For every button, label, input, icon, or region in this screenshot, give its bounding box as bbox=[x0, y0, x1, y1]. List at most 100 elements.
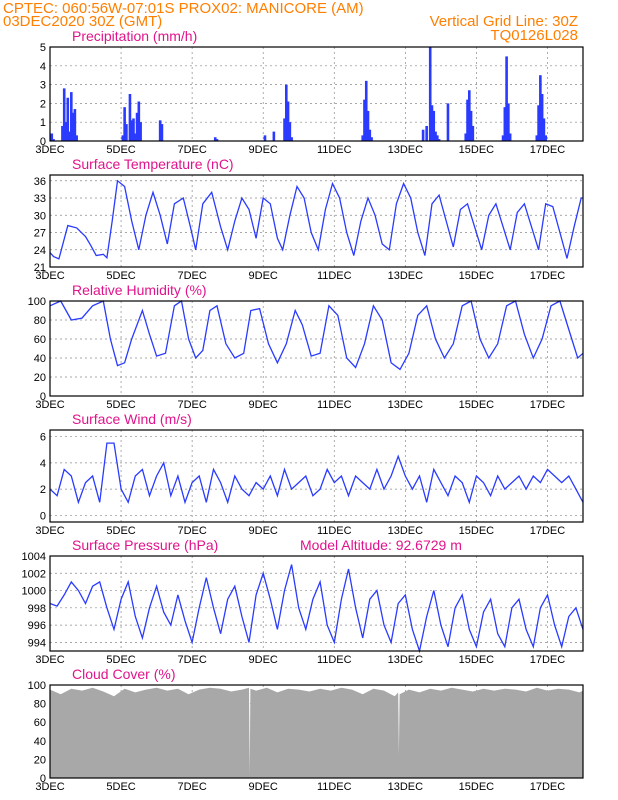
temp-xtick-label: 17DEC bbox=[530, 270, 566, 282]
precip-bar bbox=[70, 92, 73, 141]
wind-xtick-label: 17DEC bbox=[530, 525, 566, 537]
humidity-xtick-label: 15DEC bbox=[459, 399, 495, 411]
precip-bar bbox=[430, 105, 434, 141]
temp-xtick-label: 13DEC bbox=[388, 270, 424, 282]
wind-xtick-label: 13DEC bbox=[388, 525, 424, 537]
wind-title: Surface Wind (m/s) bbox=[72, 411, 192, 427]
precip-bar bbox=[436, 135, 439, 141]
pressure-xtick-label: 17DEC bbox=[530, 654, 566, 666]
precip-bar bbox=[539, 75, 542, 141]
cloud-xtick-label: 3DEC bbox=[35, 781, 64, 793]
wind-xtick-label: 15DEC bbox=[459, 525, 495, 537]
precip-xtick-label: 11DEC bbox=[317, 144, 352, 156]
precip-bar bbox=[61, 125, 64, 141]
temp-ytick-label: 21 bbox=[34, 262, 46, 274]
temp-xtick-label: 15DEC bbox=[459, 270, 495, 282]
precip-bar bbox=[62, 88, 66, 141]
temp-xtick-label: 5DEC bbox=[106, 270, 135, 282]
pressure-line bbox=[49, 564, 584, 654]
pressure-ytick-label: 1004 bbox=[22, 551, 46, 563]
precip-bar bbox=[213, 137, 217, 141]
precip-bar bbox=[471, 125, 475, 141]
precip-bar bbox=[363, 99, 366, 141]
header-date: 03DEC2020 30Z (GMT) bbox=[3, 13, 162, 30]
wind-line bbox=[49, 442, 584, 505]
humidity-ytick-label: 80 bbox=[34, 315, 46, 327]
precipitation-panel: 0 1 2 3 4 5 3DEC 5DEC 7DEC 9DEC 11DEC 13DEC 15DEC 17D… bbox=[35, 28, 584, 156]
humidity-xtick-label: 13DEC bbox=[388, 399, 424, 411]
cloud-xtick-label: 11DEC bbox=[317, 781, 352, 793]
cloud-xtick-label: 17DEC bbox=[530, 781, 566, 793]
precip-bar bbox=[283, 118, 286, 141]
precip-ytick-label: 4 bbox=[40, 61, 46, 73]
precip-bar bbox=[425, 125, 428, 141]
header-location: CPTEC: 060:56W-07:01S PROX02: MANICORE (… bbox=[3, 0, 364, 17]
humidity-frame bbox=[49, 300, 584, 397]
precip-bar bbox=[364, 80, 368, 141]
humidity-xtick-label: 5DEC bbox=[106, 399, 135, 411]
precip-bar bbox=[469, 110, 473, 141]
precip-title: Precipitation (mm/h) bbox=[72, 28, 197, 44]
precip-ytick-label: 0 bbox=[40, 136, 46, 148]
precip-xtick-label: 3DEC bbox=[35, 144, 64, 156]
precip-bar bbox=[215, 139, 219, 141]
precip-bar bbox=[540, 94, 544, 141]
pressure-subtitle: Model Altitude: 92.6729 m bbox=[300, 537, 462, 553]
humidity-ytick-label: 40 bbox=[34, 353, 46, 365]
pressure-xtick-label: 3DEC bbox=[35, 654, 64, 666]
precip-bar bbox=[508, 133, 512, 141]
temp-ytick-label: 33 bbox=[34, 193, 46, 205]
pressure-xtick-label: 7DEC bbox=[177, 654, 206, 666]
temp-xtick-label: 9DEC bbox=[249, 270, 278, 282]
precip-xtick-label: 7DEC bbox=[177, 144, 206, 156]
pressure-xtick-label: 5DEC bbox=[106, 654, 135, 666]
precip-bar bbox=[366, 110, 370, 141]
precip-ytick-label: 2 bbox=[40, 98, 46, 110]
precip-ytick-label: 5 bbox=[40, 42, 46, 54]
precip-bar bbox=[64, 122, 68, 141]
pressure-frame bbox=[49, 555, 584, 652]
precip-bar bbox=[137, 101, 141, 141]
precip-bar bbox=[290, 137, 293, 141]
precip-bar bbox=[432, 110, 436, 141]
temp-xtick-label: 11DEC bbox=[317, 270, 352, 282]
pressure-ytick-label: 1002 bbox=[22, 568, 46, 580]
precip-bar bbox=[135, 112, 139, 141]
precip-bar bbox=[121, 135, 125, 141]
precip-xtick-label: 5DEC bbox=[106, 144, 135, 156]
pressure-xtick-label: 9DEC bbox=[249, 654, 278, 666]
humidity-ytick-label: 60 bbox=[34, 334, 46, 346]
precip-bar bbox=[52, 139, 55, 141]
cloud-ytick-label: 20 bbox=[34, 754, 46, 766]
humidity-ytick-label: 100 bbox=[28, 296, 46, 308]
temp-ytick-label: 36 bbox=[34, 176, 46, 188]
precip-bar bbox=[535, 135, 539, 141]
humidity-xtick-label: 3DEC bbox=[35, 399, 64, 411]
precip-bar bbox=[544, 135, 547, 141]
pressure-ytick-label: 996 bbox=[28, 620, 46, 632]
precip-bar bbox=[446, 103, 450, 141]
precip-frame bbox=[49, 46, 584, 142]
temp-title: Surface Temperature (nC) bbox=[72, 156, 234, 172]
precip-bar bbox=[368, 129, 372, 141]
precip-bar bbox=[133, 133, 137, 141]
temp-xtick-label: 7DEC bbox=[177, 270, 206, 282]
cloud-title: Cloud Cover (%) bbox=[72, 666, 175, 682]
wind-xtick-label: 7DEC bbox=[177, 525, 206, 537]
pressure-ytick-label: 998 bbox=[28, 603, 46, 615]
cloud-xtick-label: 9DEC bbox=[249, 781, 278, 793]
cloud-ytick-label: 60 bbox=[34, 717, 46, 729]
temp-ytick-label: 30 bbox=[34, 210, 46, 222]
precip-bar bbox=[71, 112, 75, 141]
header-model-id: TQ0126L028 bbox=[490, 27, 578, 44]
humidity-panel: 0 20 40 60 80 100 3DEC 5DEC 7DEC 9DEC 11DEC 13DEC 15… bbox=[28, 282, 584, 411]
precip-bar bbox=[501, 135, 505, 141]
precip-bar bbox=[361, 135, 364, 141]
humidity-xtick-label: 17DEC bbox=[530, 399, 566, 411]
precip-bar bbox=[428, 47, 432, 141]
precip-bar bbox=[284, 84, 288, 141]
humidity-xtick-label: 7DEC bbox=[177, 399, 206, 411]
precip-xtick-label: 9DEC bbox=[249, 144, 278, 156]
cloud-ytick-label: 40 bbox=[34, 736, 46, 748]
precip-bar bbox=[466, 99, 469, 141]
